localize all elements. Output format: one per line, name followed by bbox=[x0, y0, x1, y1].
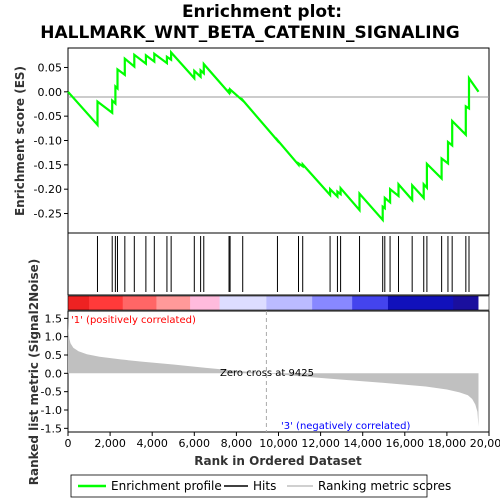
legend-enrichment-label: Enrichment profile bbox=[111, 479, 222, 493]
x-tick-label: 0 bbox=[65, 437, 72, 450]
chart-title-line1: Enrichment plot: bbox=[182, 2, 342, 22]
x-tick-label: 2,000 bbox=[94, 437, 126, 450]
enrichment-profile-line bbox=[67, 49, 480, 223]
es-axis: 0.05 0.00 -0.05 -0.10 -0.15 -0.20 -0.25 bbox=[34, 61, 68, 221]
es-tick-label: 0.00 bbox=[38, 86, 63, 99]
x-tick-label: 4,000 bbox=[136, 437, 168, 450]
metric-y-axis-label: Ranked list metric (Signal2Noise) bbox=[27, 259, 41, 486]
color-bar-segment bbox=[122, 296, 157, 310]
x-tick-label: 12,000 bbox=[301, 437, 340, 450]
metric-tick-label: 1.5 bbox=[45, 312, 63, 325]
color-bar-segment bbox=[89, 296, 124, 310]
negative-correlation-label: '3' (negatively correlated) bbox=[281, 421, 410, 432]
color-bar-segment bbox=[312, 296, 353, 310]
es-tick-label: -0.25 bbox=[34, 208, 62, 221]
color-bar-segment bbox=[156, 296, 191, 310]
metric-tick-label: -0.5 bbox=[41, 386, 62, 399]
rank-color-bar bbox=[67, 295, 490, 311]
legend-hits-label: Hits bbox=[253, 479, 276, 493]
x-tick-label: 18,000 bbox=[428, 437, 467, 450]
metric-tick-label: 0.0 bbox=[45, 367, 63, 380]
color-bar-segment bbox=[219, 296, 267, 310]
chart-title-line2: HALLMARK_WNT_BETA_CATENIN_SIGNALING bbox=[40, 23, 460, 43]
es-tick-label: -0.10 bbox=[34, 135, 62, 148]
legend-box bbox=[70, 474, 428, 498]
color-bar-segment bbox=[266, 296, 313, 310]
color-bar-segment bbox=[68, 296, 90, 310]
es-tick-label: -0.20 bbox=[34, 183, 62, 196]
metric-tick-label: 1.0 bbox=[45, 331, 63, 344]
es-tick-label: -0.05 bbox=[34, 110, 62, 123]
metric-axis: 1.5 1.0 0.5 0.0 -0.5 -1.0 -1.5 bbox=[41, 312, 68, 435]
ranking-metric-area bbox=[68, 314, 479, 427]
x-tick-label: 16,000 bbox=[386, 437, 425, 450]
color-bar-segment bbox=[190, 296, 221, 310]
hits-panel bbox=[67, 232, 490, 296]
color-bar-segment bbox=[352, 296, 389, 310]
zero-cross-label: Zero cross at 9425 bbox=[220, 368, 314, 379]
color-bar-segment bbox=[453, 296, 479, 310]
es-tick-label: -0.15 bbox=[34, 159, 62, 172]
es-tick-label: 0.05 bbox=[38, 61, 63, 74]
x-tick-label: 6,000 bbox=[179, 437, 211, 450]
x-tick-label: 8,000 bbox=[221, 437, 253, 450]
color-bar-frame bbox=[67, 295, 490, 311]
positive-correlation-label: '1' (positively correlated) bbox=[71, 315, 196, 326]
es-y-axis-label: Enrichment score (ES) bbox=[13, 66, 27, 216]
metric-tick-label: -1.5 bbox=[41, 422, 62, 435]
x-axis-label: Rank in Ordered Dataset bbox=[194, 454, 362, 468]
rank-axis: 0 2,000 4,000 6,000 8,000 10,000 12,000 14,000 1… bbox=[65, 432, 500, 450]
color-bar-segment bbox=[387, 296, 454, 310]
hit-markers bbox=[96, 236, 470, 292]
metric-tick-label: 0.5 bbox=[45, 349, 63, 362]
metric-tick-label: -1.0 bbox=[41, 404, 62, 417]
legend-metric-label: Ranking metric scores bbox=[318, 479, 451, 493]
x-tick-label: 14,000 bbox=[343, 437, 382, 450]
x-tick-label: 20,000 bbox=[470, 437, 500, 450]
x-tick-label: 10,000 bbox=[259, 437, 298, 450]
